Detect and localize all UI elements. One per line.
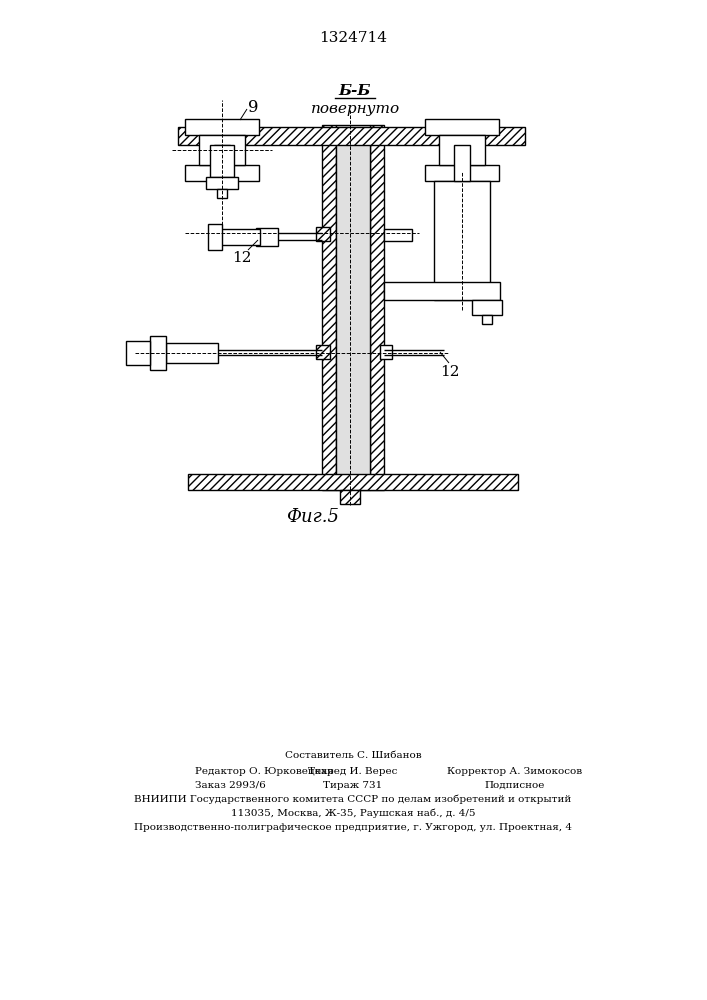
Text: Заказ 2993/6: Заказ 2993/6 — [195, 781, 266, 790]
Bar — [185, 165, 259, 181]
Bar — [380, 345, 392, 359]
Text: Редактор О. Юрковецкая: Редактор О. Юрковецкая — [195, 767, 334, 776]
Bar — [214, 145, 230, 181]
Text: 1324714: 1324714 — [319, 31, 387, 45]
Bar — [316, 345, 330, 359]
Text: 9: 9 — [248, 99, 259, 115]
Bar — [472, 300, 502, 315]
Text: Корректор А. Зимокосов: Корректор А. Зимокосов — [448, 767, 583, 776]
Bar — [188, 474, 518, 490]
Bar — [256, 228, 278, 246]
Text: Подписное: Подписное — [485, 781, 545, 790]
Bar — [199, 135, 245, 165]
Bar — [208, 224, 222, 250]
Text: Техред И. Верес: Техред И. Верес — [308, 767, 397, 776]
Text: 12: 12 — [233, 251, 252, 265]
Text: 113035, Москва, Ж-35, Раушская наб., д. 4/5: 113035, Москва, Ж-35, Раушская наб., д. … — [230, 808, 475, 818]
Bar — [434, 181, 490, 300]
Bar — [126, 341, 150, 365]
Bar — [178, 127, 525, 145]
Bar — [150, 336, 166, 370]
Bar — [220, 229, 260, 245]
Bar — [340, 490, 360, 504]
Bar — [370, 125, 384, 490]
Bar — [384, 282, 500, 300]
Bar — [454, 145, 470, 181]
Text: ВНИИПИ Государственного комитета СССР по делам изобретений и открытий: ВНИИПИ Государственного комитета СССР по… — [134, 794, 572, 804]
Text: повернуто: повернуто — [310, 102, 399, 116]
Text: Составитель С. Шибанов: Составитель С. Шибанов — [285, 751, 421, 760]
Text: Б-Б: Б-Б — [339, 84, 371, 98]
Text: Производственно-полиграфическое предприятие, г. Ужгород, ул. Проектная, 4: Производственно-полиграфическое предприя… — [134, 823, 572, 832]
Bar — [206, 177, 238, 189]
Text: 12: 12 — [440, 365, 460, 379]
Bar — [425, 119, 499, 135]
Text: Тираж 731: Тираж 731 — [323, 781, 382, 790]
Bar — [322, 125, 336, 490]
Bar — [384, 229, 412, 241]
Bar — [185, 119, 259, 135]
Bar — [439, 135, 485, 165]
Bar — [482, 315, 492, 324]
Bar — [336, 125, 370, 490]
Bar — [217, 189, 227, 198]
Bar — [316, 227, 330, 241]
Text: Фиг.5: Фиг.5 — [286, 508, 339, 526]
Bar — [210, 145, 234, 177]
Bar — [425, 165, 499, 181]
Bar — [166, 343, 218, 363]
